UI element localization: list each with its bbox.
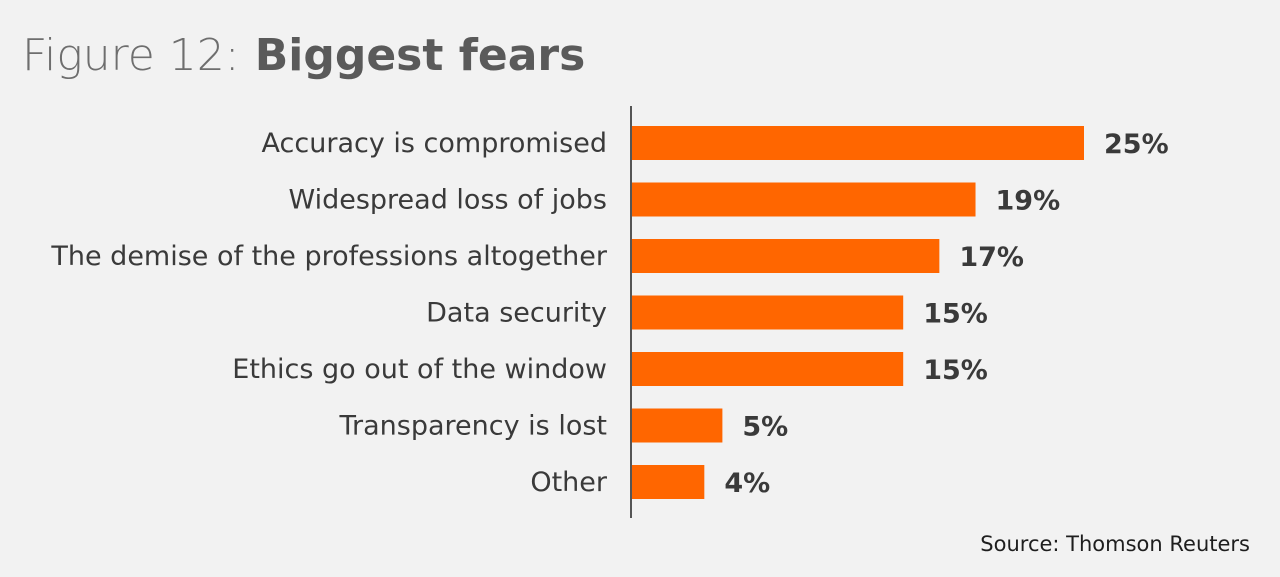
bar	[632, 352, 904, 386]
data-label: 15%	[923, 299, 988, 330]
bar	[632, 239, 940, 273]
category-label: Widespread loss of jobs	[288, 185, 607, 216]
bar	[632, 126, 1084, 160]
chart-title: Figure 12: Biggest fears	[22, 30, 585, 81]
bar	[632, 182, 976, 217]
chart-title-main: Biggest fears	[255, 30, 586, 81]
data-label: 15%	[923, 355, 988, 386]
data-label: 25%	[1104, 129, 1169, 160]
bars-group: Accuracy is compromised 25% Widespread los…	[50, 126, 1169, 499]
category-label: Transparency is lost	[339, 411, 608, 442]
bar	[632, 295, 904, 330]
category-label: The demise of the professions altogether	[50, 241, 608, 272]
data-label: 5%	[742, 412, 788, 443]
bar	[632, 465, 705, 499]
category-label: Ethics go out of the window	[232, 354, 607, 385]
bar	[632, 408, 723, 443]
data-label: 4%	[724, 468, 770, 499]
data-label: 19%	[996, 186, 1061, 217]
source-note: Source: Thomson Reuters	[980, 532, 1250, 556]
category-label: Accuracy is compromised	[262, 128, 607, 159]
chart-title-prefix: Figure 12:	[22, 30, 240, 81]
data-label: 17%	[959, 242, 1024, 273]
category-label: Other	[530, 467, 608, 498]
category-label: Data security	[426, 298, 607, 329]
